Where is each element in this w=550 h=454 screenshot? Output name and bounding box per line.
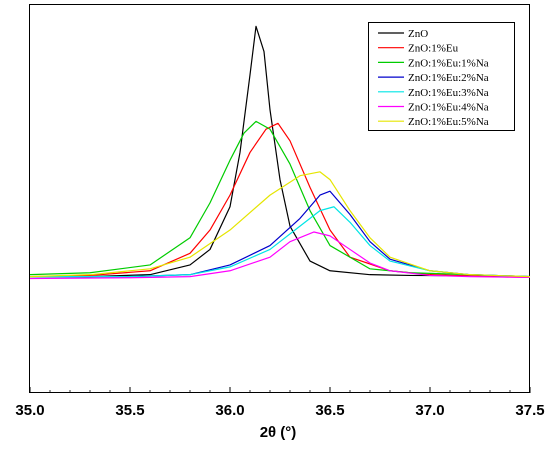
legend-label-0: ZnO	[408, 28, 428, 40]
legend-label-5: ZnO:1%Eu:4%Na	[408, 102, 489, 114]
legend-label-1: ZnO:1%Eu	[408, 43, 459, 55]
series-line-0	[30, 25, 531, 278]
legend-label-6: ZnO:1%Eu:5%Na	[408, 116, 489, 128]
x-tick-label: 37.0	[415, 402, 444, 419]
legend-label-3: ZnO:1%Eu:2%Na	[408, 72, 489, 84]
series-layer	[29, 25, 531, 280]
x-tick-label: 37.5	[515, 402, 544, 419]
series-line-2	[29, 120, 531, 278]
x-tick-label: 36.0	[215, 402, 244, 419]
series-line-5	[29, 231, 531, 280]
plot-frame	[29, 4, 530, 393]
x-axis-ticks: 35.0 35.5 36.0 36.5 37.0 37.5	[15, 387, 545, 419]
x-tick-label: 35.0	[15, 402, 44, 419]
series-line-4	[30, 206, 531, 278]
x-axis-title: 2θ (°)	[260, 424, 297, 441]
legend-label-4: ZnO:1%Eu:3%Na	[408, 87, 489, 99]
legend-label-2: ZnO:1%Eu:1%Na	[408, 57, 489, 69]
x-tick-label: 35.5	[115, 402, 144, 419]
series-line-6	[29, 171, 531, 278]
legend: ZnO ZnO:1%Eu ZnO:1%Eu:1%Na ZnO:1%Eu:2%Na ZnO…	[368, 22, 515, 131]
series-line-3	[30, 190, 531, 278]
x-tick-label: 36.5	[315, 402, 344, 419]
